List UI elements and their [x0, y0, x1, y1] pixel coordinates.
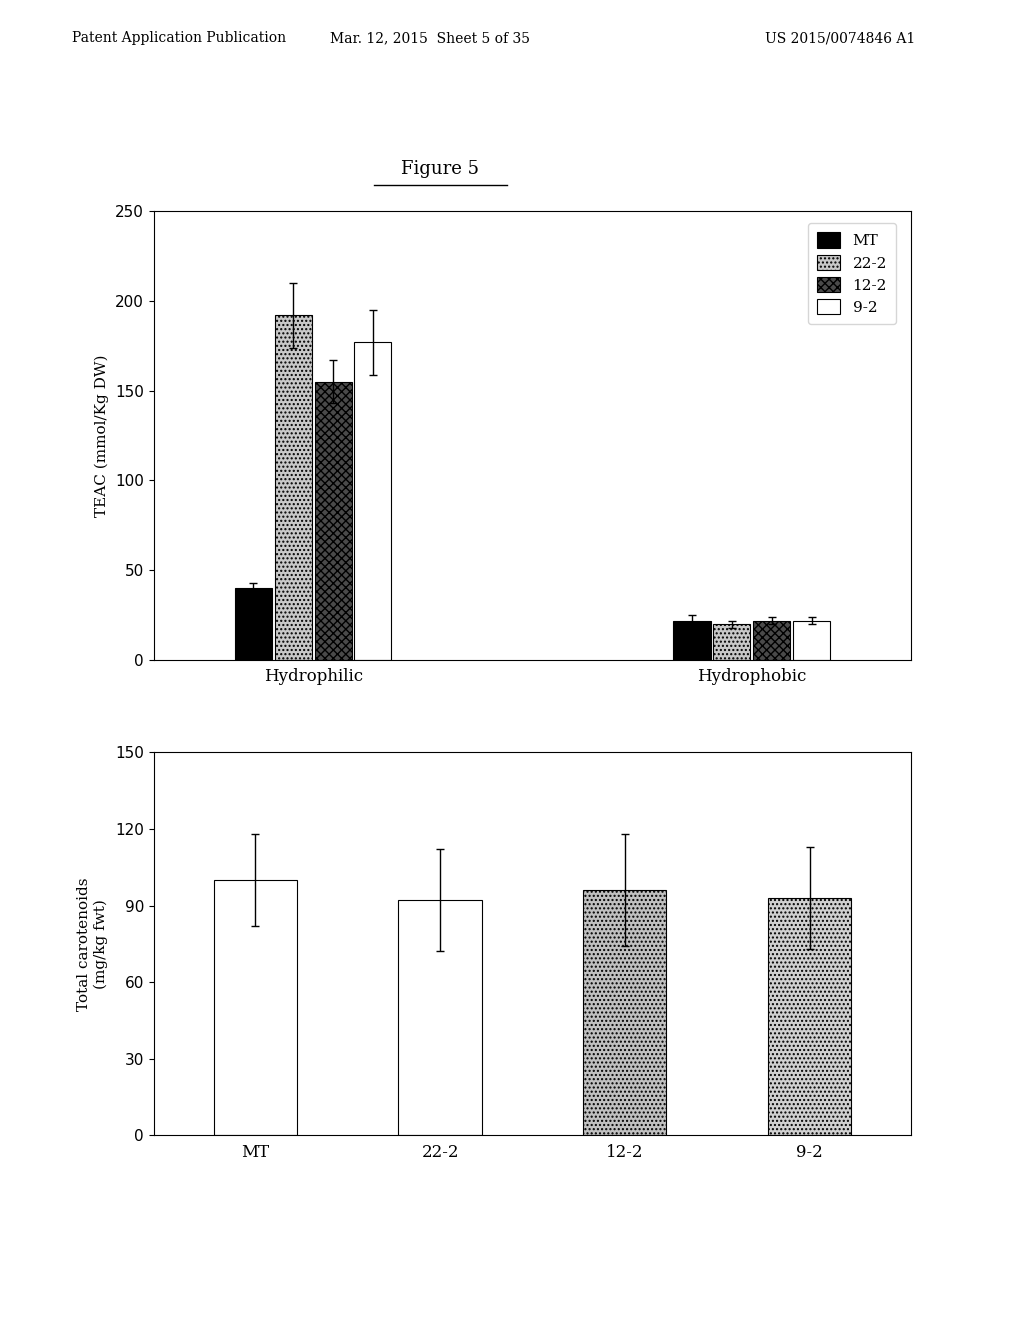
Bar — [214, 880, 297, 1135]
Y-axis label: TEAC (mmol/Kg DW): TEAC (mmol/Kg DW) — [95, 354, 110, 517]
Bar — [398, 900, 481, 1135]
Bar — [274, 315, 311, 660]
Text: Figure 5: Figure 5 — [401, 160, 479, 178]
Text: Patent Application Publication: Patent Application Publication — [72, 32, 286, 45]
Bar — [584, 890, 667, 1135]
Bar — [674, 620, 711, 660]
Bar — [354, 342, 391, 660]
Text: US 2015/0074846 A1: US 2015/0074846 A1 — [765, 32, 914, 45]
Bar — [794, 620, 830, 660]
Bar — [234, 589, 271, 660]
Bar — [768, 898, 851, 1135]
Bar — [314, 381, 351, 660]
Text: Mar. 12, 2015  Sheet 5 of 35: Mar. 12, 2015 Sheet 5 of 35 — [330, 32, 530, 45]
Bar — [754, 620, 791, 660]
Bar — [714, 624, 751, 660]
Legend: MT, 22-2, 12-2, 9-2: MT, 22-2, 12-2, 9-2 — [808, 223, 896, 323]
Y-axis label: Total carotenoids
(mg/kg fwt): Total carotenoids (mg/kg fwt) — [78, 876, 109, 1011]
